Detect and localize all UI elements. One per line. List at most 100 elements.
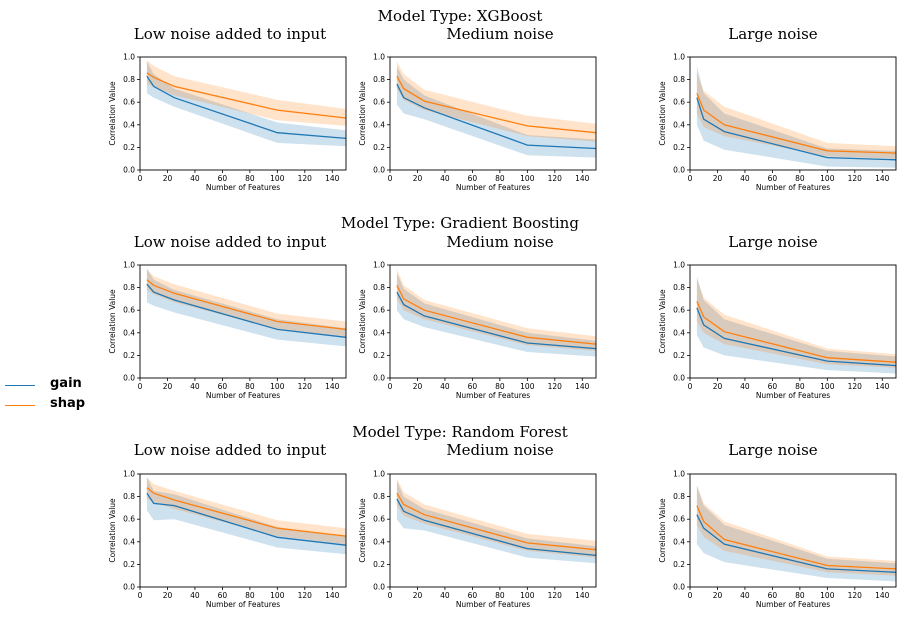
x-tick-label: 40 (740, 174, 750, 183)
y-axis-label: Correlation Value (108, 498, 117, 563)
x-axis-label: Number of Features (206, 183, 280, 192)
plot-frame (139, 473, 347, 588)
confidence-band-shap (396, 61, 596, 142)
confidence-band-gain (696, 485, 896, 582)
x-tick-label: 60 (218, 382, 228, 391)
x-tick-label: 140 (325, 174, 340, 183)
y-tick-label: 0.4 (673, 328, 685, 337)
x-tick-label: 120 (298, 174, 313, 183)
subplot: Low noise added to input 0.0 0.2 0.4 0.6 0.8 1… (108, 25, 347, 192)
series-line-shap (396, 492, 597, 551)
y-tick-label: 0.2 (373, 351, 385, 360)
y-tick-label: 0.6 (373, 306, 385, 315)
y-axis-label: Correlation Value (358, 289, 367, 354)
y-tick-label: 0.8 (373, 492, 385, 501)
y-tick-label: 0.6 (673, 98, 685, 107)
y-tick-label: 0.0 (123, 374, 135, 383)
series-line-gain (696, 97, 897, 161)
x-tick-label: 60 (768, 174, 778, 183)
x-axis-label: Number of Features (206, 391, 280, 400)
confidence-band-gain (696, 66, 896, 168)
subplot: Medium noise 0.0 0.2 0.4 0.6 0.8 1.0 0 20 40 60 80 1… (358, 233, 597, 400)
y-tick-label: 0.2 (123, 351, 135, 360)
x-tick-label: 0 (688, 382, 693, 391)
series-line-shap (146, 487, 347, 537)
x-tick-label: 100 (520, 382, 535, 391)
x-tick-label: 20 (163, 382, 173, 391)
series-line-shap (396, 285, 597, 345)
subplot: Low noise added to input 0.0 0.2 0.4 0.6 0.8 1… (108, 441, 347, 609)
plot-frame (139, 264, 347, 379)
subplot-title: Medium noise (446, 25, 553, 43)
subplot: Large noise 0.0 0.2 0.4 0.6 0.8 1.0 0 20 40 60 80 10… (658, 25, 897, 192)
confidence-band-gain (146, 61, 346, 147)
confidence-band-shap (146, 269, 346, 337)
y-tick-label: 1.0 (673, 470, 685, 479)
y-tick-label: 0.2 (673, 143, 685, 152)
x-tick-label: 140 (325, 382, 340, 391)
y-tick-label: 0.8 (373, 283, 385, 292)
subplot-title: Large noise (728, 233, 818, 251)
subplot-title: Low noise added to input (134, 25, 326, 43)
x-tick-label: 140 (875, 174, 890, 183)
x-tick-label: 20 (413, 591, 423, 600)
y-tick-label: 0.4 (123, 328, 135, 337)
x-tick-label: 0 (138, 591, 143, 600)
plot-frame (689, 264, 897, 379)
x-tick-label: 120 (548, 591, 563, 600)
confidence-band-shap (146, 60, 346, 126)
y-tick-label: 0.0 (673, 374, 685, 383)
y-tick-label: 0.0 (123, 166, 135, 175)
subplot-title: Medium noise (446, 441, 553, 459)
x-tick-label: 0 (388, 174, 393, 183)
y-axis-label: Correlation Value (358, 498, 367, 563)
series-line-gain (696, 514, 897, 573)
x-tick-label: 20 (413, 382, 423, 391)
y-tick-label: 0.2 (373, 560, 385, 569)
x-tick-label: 0 (388, 382, 393, 391)
x-tick-label: 140 (575, 174, 590, 183)
y-tick-label: 0.8 (673, 75, 685, 84)
y-tick-label: 0.6 (673, 515, 685, 524)
confidence-band-gain (146, 268, 346, 347)
x-tick-label: 120 (848, 591, 863, 600)
y-tick-label: 0.8 (673, 492, 685, 501)
plot-frame (139, 56, 347, 171)
x-tick-label: 140 (875, 591, 890, 600)
x-tick-label: 100 (820, 174, 835, 183)
x-tick-label: 40 (740, 591, 750, 600)
subplot: Large noise 0.0 0.2 0.4 0.6 0.8 1.0 0 20 40 60 80 10… (658, 441, 897, 609)
subplot-title: Medium noise (446, 233, 553, 251)
x-axis-label: Number of Features (456, 600, 530, 609)
legend-shap-line (5, 405, 35, 406)
x-axis-label: Number of Features (456, 183, 530, 192)
y-tick-label: 0.0 (373, 583, 385, 592)
x-tick-label: 80 (795, 591, 805, 600)
legend-gain-line (5, 385, 35, 386)
y-tick-label: 1.0 (673, 261, 685, 270)
y-tick-label: 0.6 (123, 515, 135, 524)
x-tick-label: 20 (163, 591, 173, 600)
y-tick-label: 0.8 (123, 492, 135, 501)
x-tick-label: 60 (218, 174, 228, 183)
y-tick-label: 0.0 (373, 374, 385, 383)
plot-frame (389, 473, 597, 588)
subplot-title: Low noise added to input (134, 441, 326, 459)
x-tick-label: 120 (548, 174, 563, 183)
x-tick-label: 20 (713, 174, 723, 183)
y-tick-label: 0.6 (123, 306, 135, 315)
x-tick-label: 60 (468, 382, 478, 391)
x-tick-label: 40 (190, 174, 200, 183)
x-tick-label: 20 (163, 174, 173, 183)
x-tick-label: 0 (388, 591, 393, 600)
x-tick-label: 80 (495, 382, 505, 391)
x-tick-label: 100 (520, 591, 535, 600)
y-tick-label: 0.2 (673, 351, 685, 360)
y-tick-label: 0.4 (673, 537, 685, 546)
x-tick-label: 20 (713, 382, 723, 391)
x-tick-label: 100 (270, 174, 285, 183)
y-tick-label: 1.0 (123, 470, 135, 479)
legend-gain-label: gain (50, 376, 82, 391)
confidence-band-shap (146, 477, 346, 545)
